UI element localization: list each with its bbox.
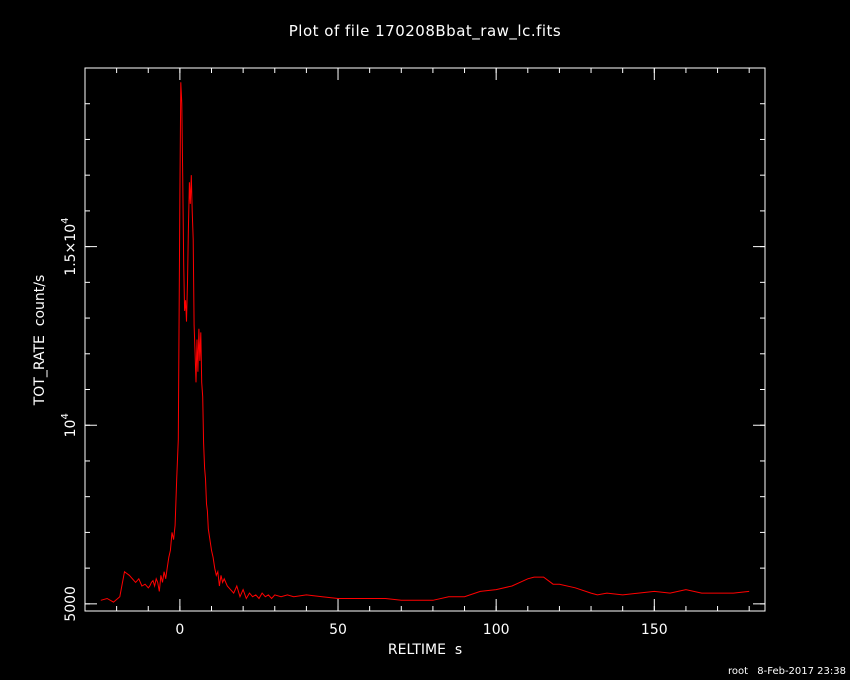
x-tick-label: 50 xyxy=(329,622,347,638)
footer-user: root xyxy=(728,666,749,677)
y-tick-label: 104 xyxy=(60,413,79,437)
footer: root 8-Feb-2017 23:38 xyxy=(722,666,846,677)
y-axis-label: TOT_RATE count/s xyxy=(32,275,48,407)
footer-timestamp: 8-Feb-2017 23:38 xyxy=(757,666,846,677)
plot-frame xyxy=(84,67,766,612)
minor-ticks xyxy=(85,68,765,611)
tick-labels: 0 50 100 150 5000 104 1.5×104 xyxy=(60,218,668,638)
y-tick-label: 5000 xyxy=(63,586,79,622)
x-axis-label: RELTIME s xyxy=(388,642,462,658)
data-series-line xyxy=(100,82,750,603)
y-tick-label: 1.5×104 xyxy=(60,218,79,276)
x-tick-label: 150 xyxy=(641,622,668,638)
major-ticks xyxy=(85,68,765,611)
x-tick-label: 100 xyxy=(483,622,510,638)
x-tick-label: 0 xyxy=(175,622,184,638)
chart-title: Plot of file 170208Bbat_raw_lc.fits xyxy=(288,22,562,40)
